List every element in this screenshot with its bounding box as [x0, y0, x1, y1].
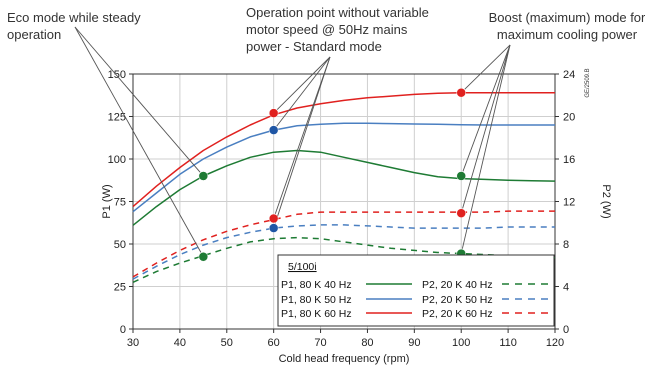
- y-right-tick-label: 16: [563, 154, 575, 166]
- x-tick-label: 40: [174, 337, 186, 349]
- marker-standard: [268, 213, 279, 224]
- marker-standard: [268, 223, 279, 233]
- leader-line-boost: [464, 44, 511, 90]
- marker-standard: [268, 108, 279, 118]
- y-left-tick-label: 125: [108, 112, 126, 124]
- x-tick-label: 60: [268, 337, 280, 349]
- y-left-tick-label: 0: [120, 324, 126, 336]
- x-tick-label: 50: [221, 337, 233, 349]
- y-right-tick-label: 4: [563, 282, 569, 294]
- x-tick-label: 120: [546, 337, 564, 349]
- leader-line-boost: [461, 44, 511, 249]
- series-line-1: [132, 149, 556, 226]
- x-tick-label: 90: [408, 337, 420, 349]
- legend-label: P1, 80 K 40 Hz: [281, 279, 352, 291]
- x-tick-label: 70: [314, 337, 326, 349]
- x-tick-label: 100: [452, 337, 470, 349]
- x-axis-label: Cold head frequency (rpm): [279, 353, 410, 365]
- leader-line-standard: [276, 56, 331, 110]
- legend-label: P2, 20 K 50 Hz: [422, 294, 493, 306]
- series-line-5: [132, 224, 555, 280]
- y-left-tick-label: 25: [114, 282, 126, 294]
- marker-eco: [198, 252, 209, 262]
- y-right-tick-label: 20: [563, 112, 575, 124]
- y-right-tick-label: 0: [563, 324, 569, 336]
- leader-line-eco: [74, 26, 202, 253]
- marker-boost: [456, 87, 466, 98]
- marker-eco: [198, 171, 209, 181]
- leader-line-standard: [274, 56, 331, 214]
- y-right-tick-label: 12: [563, 197, 575, 209]
- legend-label: P2, 20 K 40 Hz: [422, 279, 493, 291]
- marker-boost: [456, 208, 466, 218]
- marker-boost: [456, 171, 466, 181]
- legend-box: [277, 254, 555, 327]
- leader-line-standard: [274, 56, 331, 224]
- leader-line-boost: [462, 44, 511, 209]
- y-right-tick-label: 24: [563, 69, 575, 81]
- figure-code: GE/2509.B: [585, 68, 591, 97]
- leader-line-eco: [74, 26, 201, 173]
- y-left-axis-label: P1 (W): [101, 184, 113, 218]
- x-tick-label: 80: [361, 337, 373, 349]
- y-left-tick-label: 75: [114, 197, 126, 209]
- legend-label: P2, 20 K 60 Hz: [422, 308, 493, 320]
- y-left-tick-label: 50: [114, 239, 126, 251]
- series-line-6: [132, 210, 555, 278]
- marker-standard: [268, 125, 279, 135]
- leader-line-boost: [462, 44, 511, 172]
- annotation-standard-mode: Operation point without variable motor s…: [246, 5, 429, 54]
- annotation-boost-mode: Boost (maximum) mode for maximum cooling…: [488, 10, 645, 42]
- legend-label: P1, 80 K 60 Hz: [281, 308, 352, 320]
- y-right-tick-label: 8: [563, 239, 569, 251]
- series-line-2: [132, 122, 555, 213]
- x-tick-label: 110: [499, 337, 517, 349]
- series-line-3: [132, 91, 555, 208]
- x-tick-label: 30: [127, 337, 139, 349]
- leader-line-standard: [276, 56, 331, 127]
- annotation-eco-mode: Eco mode while steady operation: [7, 10, 141, 42]
- legend-label: P1, 80 K 50 Hz: [281, 294, 352, 306]
- y-right-axis-label: P2 (W): [600, 184, 612, 218]
- legend-title: 5/100i: [288, 261, 317, 273]
- y-left-tick-label: 100: [108, 154, 126, 166]
